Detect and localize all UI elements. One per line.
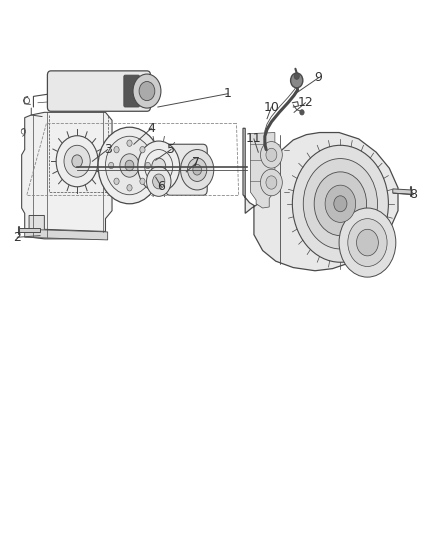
Circle shape [133,74,161,108]
Circle shape [138,141,180,192]
Circle shape [292,146,389,262]
Circle shape [140,147,145,153]
Polygon shape [25,229,108,240]
Circle shape [339,208,396,277]
Circle shape [303,159,378,249]
Circle shape [125,160,134,171]
Text: 4: 4 [148,122,155,135]
Text: 3: 3 [104,143,112,156]
Circle shape [114,178,119,184]
Circle shape [294,73,299,79]
Circle shape [72,155,82,167]
Polygon shape [29,215,106,237]
Circle shape [56,136,98,187]
Circle shape [300,110,304,115]
Circle shape [140,178,145,184]
Circle shape [334,196,347,212]
Circle shape [325,185,356,222]
FancyBboxPatch shape [166,144,207,195]
Circle shape [193,165,201,175]
Circle shape [109,163,114,168]
Circle shape [266,148,277,161]
Circle shape [261,142,283,168]
Circle shape [98,127,161,204]
Text: 6: 6 [157,180,165,193]
Circle shape [152,174,165,189]
Circle shape [152,158,166,175]
Circle shape [357,229,378,256]
Circle shape [106,136,153,195]
Polygon shape [251,133,275,208]
Circle shape [314,172,367,236]
Text: 5: 5 [167,143,175,156]
Circle shape [127,184,132,191]
Polygon shape [19,228,40,232]
Text: 2: 2 [13,231,21,244]
Polygon shape [393,189,411,194]
Text: 1: 1 [224,87,232,100]
Circle shape [120,154,139,177]
Polygon shape [21,112,112,239]
Circle shape [348,219,387,266]
Circle shape [180,150,214,190]
Text: 11: 11 [246,132,262,146]
FancyBboxPatch shape [47,71,150,111]
Text: 10: 10 [263,101,279,114]
Text: 7: 7 [192,156,200,169]
Circle shape [64,146,90,177]
Text: 8: 8 [409,188,417,201]
Polygon shape [243,128,398,271]
Circle shape [127,140,132,147]
Circle shape [266,176,277,189]
Circle shape [114,147,119,153]
Circle shape [187,158,207,181]
Circle shape [139,82,155,101]
Text: 9: 9 [314,71,322,84]
Circle shape [147,166,171,196]
Circle shape [145,163,150,168]
Circle shape [290,73,303,88]
Circle shape [261,169,283,196]
FancyBboxPatch shape [124,75,140,107]
Text: 12: 12 [297,96,313,109]
